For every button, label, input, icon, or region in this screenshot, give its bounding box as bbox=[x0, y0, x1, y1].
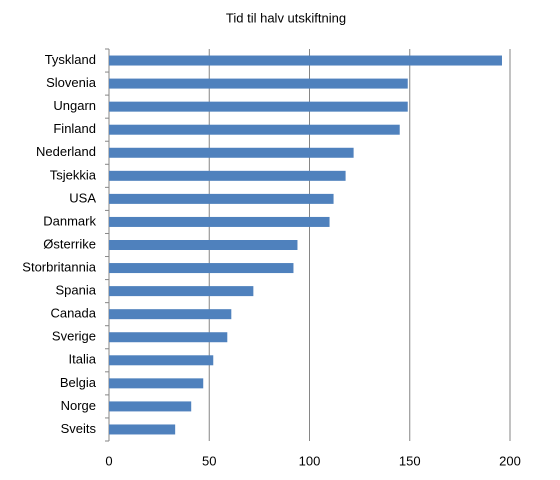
bar bbox=[109, 193, 334, 204]
x-tick-label: 200 bbox=[499, 453, 521, 468]
y-tick-label: Spania bbox=[56, 283, 97, 298]
bar bbox=[109, 147, 354, 158]
y-tick-label: Sverige bbox=[52, 329, 96, 344]
y-tick-label: Slovenia bbox=[46, 75, 97, 90]
y-tick-label: Canada bbox=[50, 306, 96, 321]
y-tick-label: Belgia bbox=[60, 375, 97, 390]
bar bbox=[109, 355, 214, 366]
bar bbox=[109, 124, 400, 135]
y-tick-label: Sveits bbox=[61, 421, 97, 436]
y-tick-label: Finland bbox=[53, 121, 96, 136]
bar bbox=[109, 263, 294, 274]
y-tick-label: Østerrike bbox=[43, 236, 96, 251]
y-tick-label: Tsjekkia bbox=[50, 167, 97, 182]
x-tick-label: 100 bbox=[299, 453, 321, 468]
bar bbox=[109, 170, 346, 181]
y-tick-label: Storbritannia bbox=[22, 259, 96, 274]
bar bbox=[109, 286, 254, 297]
bar bbox=[109, 401, 192, 412]
bar bbox=[109, 240, 298, 250]
bar bbox=[109, 424, 176, 435]
x-tick-label: 150 bbox=[399, 453, 421, 468]
bar bbox=[109, 309, 232, 320]
bar bbox=[109, 101, 408, 112]
y-tick-label: Danmark bbox=[43, 213, 96, 228]
bar bbox=[109, 332, 228, 343]
bar bbox=[109, 378, 204, 389]
chart-title: Tid til halv utskiftning bbox=[226, 10, 346, 25]
bar bbox=[109, 78, 408, 89]
x-tick-label: 0 bbox=[105, 453, 112, 468]
y-tick-label: Italia bbox=[69, 352, 97, 367]
y-tick-label: Norge bbox=[61, 398, 96, 413]
y-tick-label: USA bbox=[69, 190, 96, 205]
bar bbox=[109, 216, 330, 227]
y-tick-label: Tyskland bbox=[45, 52, 96, 67]
y-tick-label: Ungarn bbox=[53, 98, 96, 113]
bar bbox=[109, 55, 502, 66]
x-tick-label: 50 bbox=[202, 453, 216, 468]
y-tick-label: Nederland bbox=[36, 144, 96, 159]
